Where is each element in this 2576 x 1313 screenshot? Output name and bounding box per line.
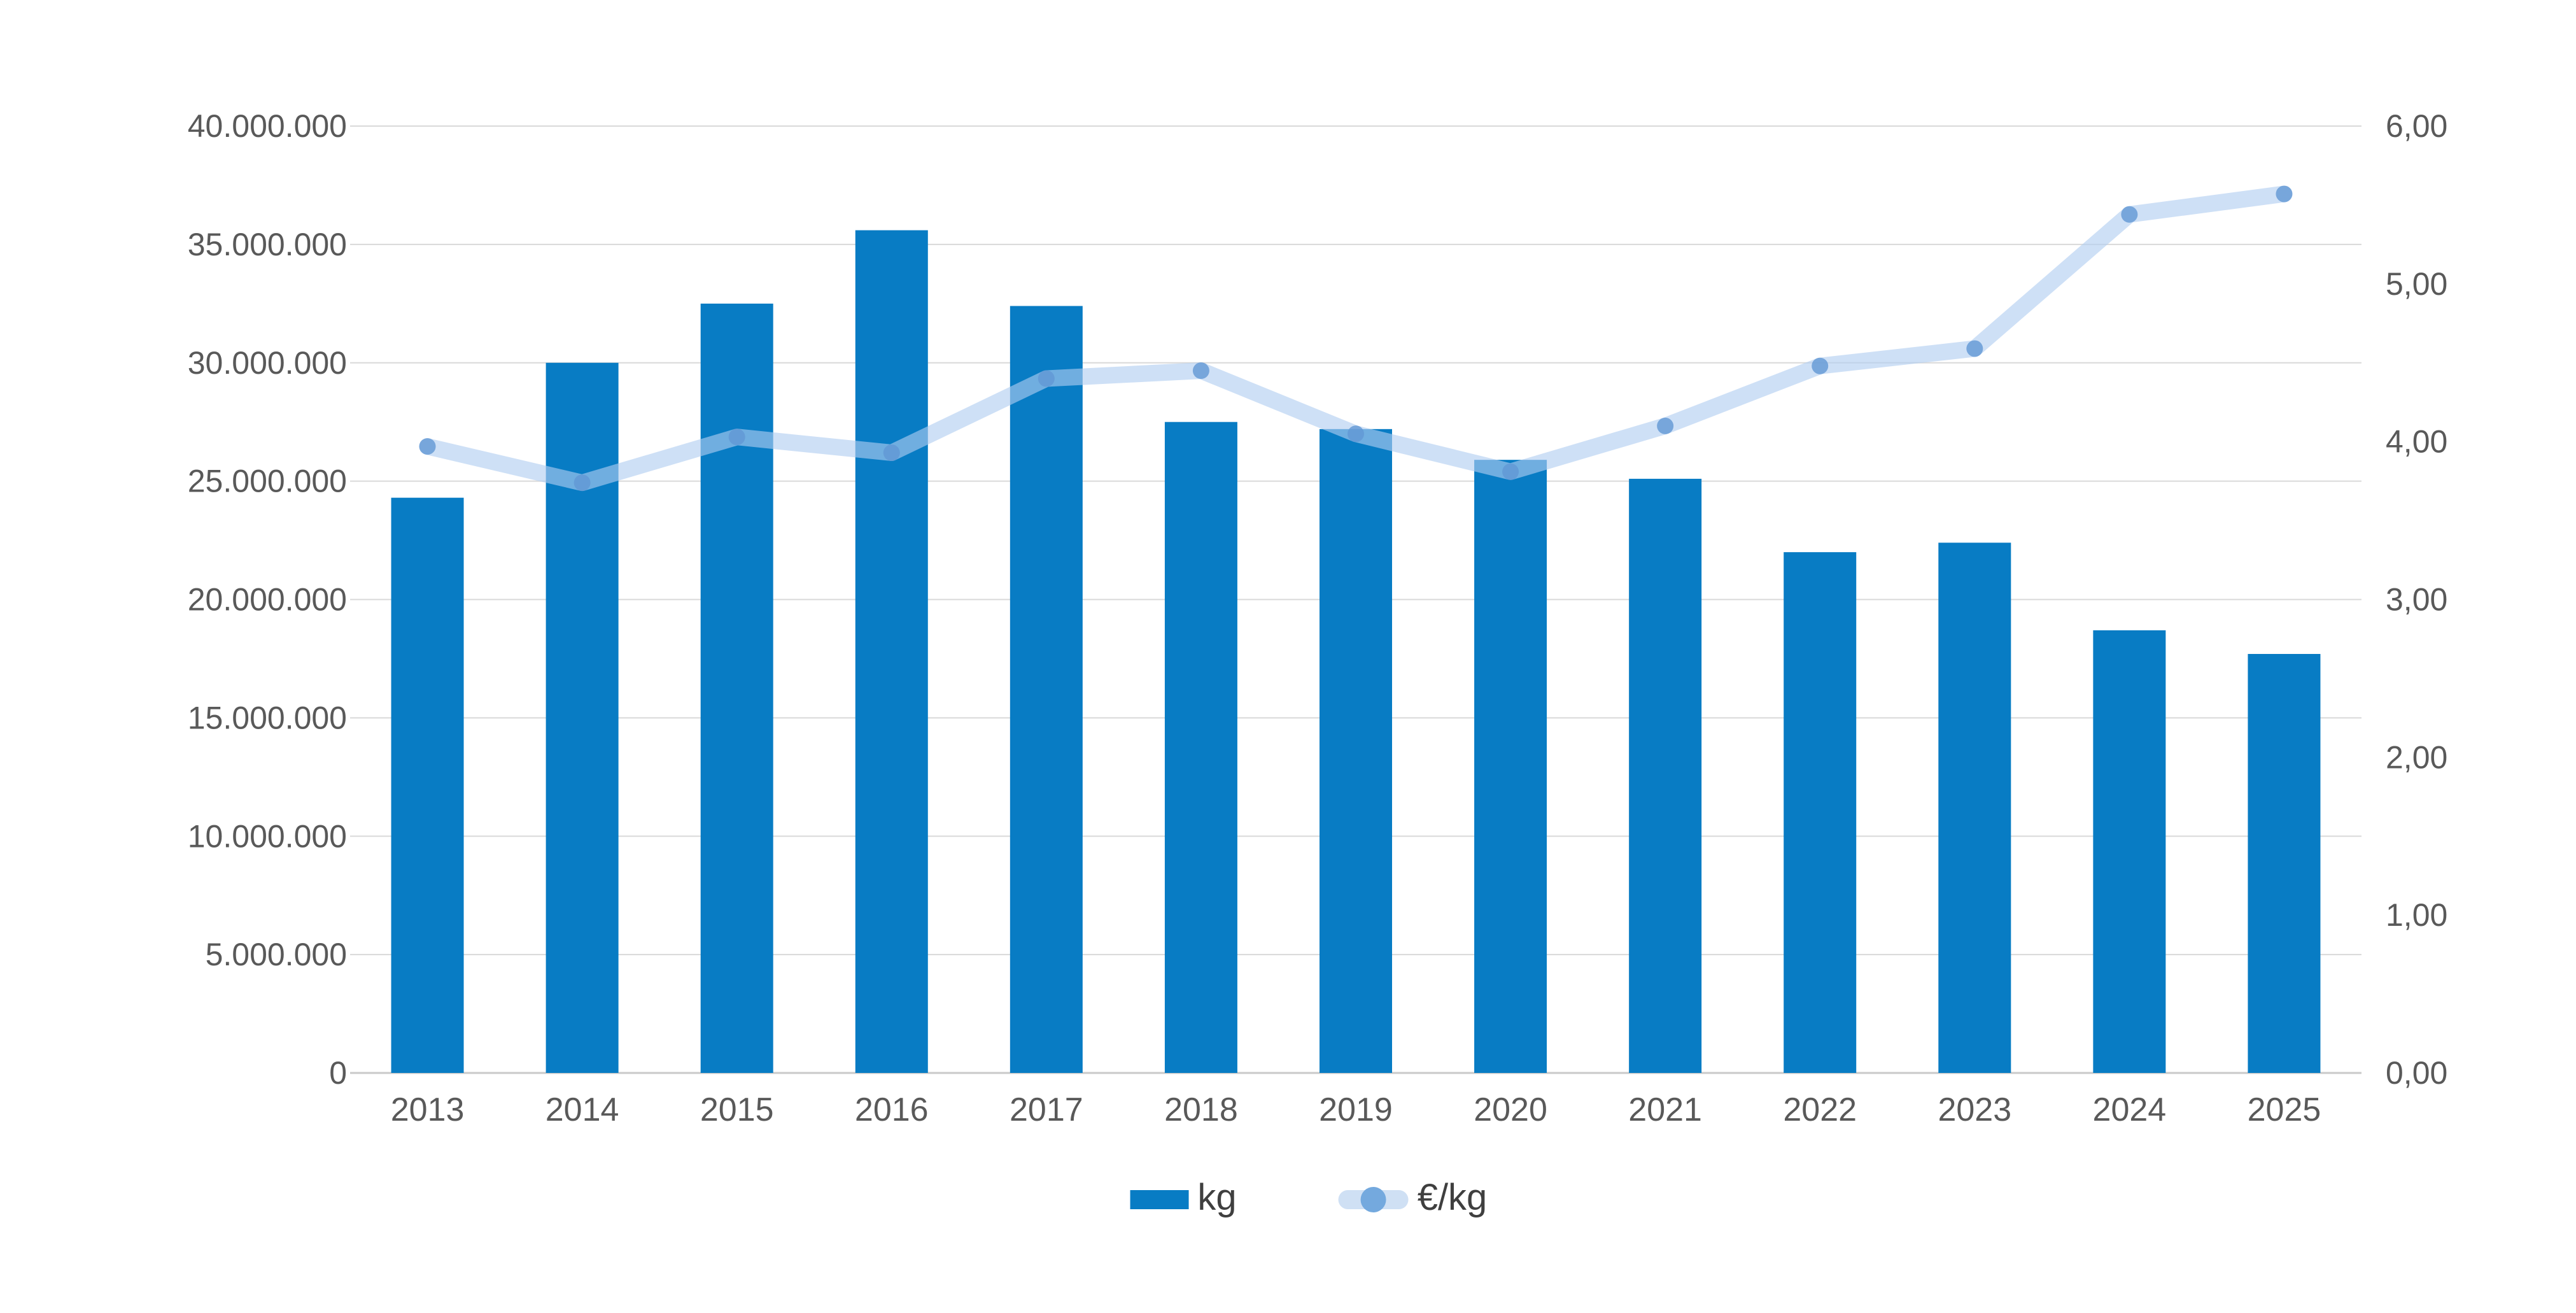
x-axis-label-2018: 2018 <box>1164 1091 1238 1128</box>
bar-2022[interactable] <box>1784 552 1857 1073</box>
legend-item-eur-per-kg[interactable]: €/kg <box>1338 1177 1488 1220</box>
bar-2018[interactable] <box>1164 422 1237 1073</box>
right-axis-tick-label: 1,00 <box>2386 897 2447 933</box>
x-axis-label-2022: 2022 <box>1783 1091 1857 1128</box>
right-axis-tick-label: 2,00 <box>2386 739 2447 775</box>
right-axis-tick-label: 6,00 <box>2386 108 2447 144</box>
bar-2023[interactable] <box>1938 543 2011 1073</box>
marker-2015[interactable] <box>728 429 745 446</box>
bar-2019[interactable] <box>1320 429 1392 1073</box>
marker-2013[interactable] <box>419 438 436 455</box>
marker-2021[interactable] <box>1657 417 1674 434</box>
marker-2019[interactable] <box>1348 425 1364 443</box>
kg-bar-swatch-icon <box>1130 1190 1189 1209</box>
x-axis-label-2013: 2013 <box>391 1091 465 1128</box>
x-axis-label-2025: 2025 <box>2248 1091 2321 1128</box>
left-axis-tick-label: 10.000.000 <box>188 818 347 854</box>
eur-per-kg-marker-icon <box>1360 1187 1386 1212</box>
bar-2021[interactable] <box>1629 478 1702 1073</box>
x-axis-label-2016: 2016 <box>855 1091 929 1128</box>
x-axis-label-2021: 2021 <box>1628 1091 1702 1128</box>
x-axis-label-2017: 2017 <box>1010 1091 1083 1128</box>
bar-2025[interactable] <box>2248 654 2321 1073</box>
eur-per-kg-line-swatch-icon <box>1338 1187 1409 1212</box>
right-axis-tick-label: 4,00 <box>2386 424 2447 460</box>
marker-2014[interactable] <box>574 474 591 492</box>
marker-2020[interactable] <box>1502 463 1519 480</box>
left-axis-tick-label: 20.000.000 <box>188 582 347 618</box>
right-axis-tick-label: 0,00 <box>2386 1055 2447 1091</box>
chart-legend: kg €/kg <box>1130 1179 1487 1220</box>
left-axis-tick-label: 35.000.000 <box>188 227 347 262</box>
left-axis-tick-label: 25.000.000 <box>188 464 347 499</box>
bar-2016[interactable] <box>855 230 928 1073</box>
right-axis-tick-label: 3,00 <box>2386 582 2447 618</box>
left-axis-tick-label: 0 <box>329 1055 347 1091</box>
bar-2020[interactable] <box>1474 460 1547 1073</box>
marker-2017[interactable] <box>1038 370 1055 387</box>
right-axis-tick-label: 5,00 <box>2386 266 2447 302</box>
marker-2025[interactable] <box>2276 185 2293 202</box>
x-axis-label-2020: 2020 <box>1474 1091 1547 1128</box>
left-axis-tick-label: 15.000.000 <box>188 700 347 735</box>
x-axis-label-2014: 2014 <box>545 1091 619 1128</box>
legend-label-kg: kg <box>1197 1177 1237 1218</box>
left-axis-tick-label: 30.000.000 <box>188 345 347 381</box>
bar-2013[interactable] <box>391 497 464 1073</box>
legend-label-eur-per-kg: €/kg <box>1417 1177 1488 1218</box>
left-axis-tick-label: 40.000.000 <box>188 108 347 144</box>
marker-2022[interactable] <box>1812 357 1829 374</box>
marker-2024[interactable] <box>2121 206 2138 223</box>
left-axis-tick-label: 5.000.000 <box>206 937 347 972</box>
legend-item-kg[interactable]: kg <box>1130 1177 1237 1220</box>
marker-2018[interactable] <box>1192 362 1209 380</box>
x-axis-label-2023: 2023 <box>1938 1091 2011 1128</box>
marker-2016[interactable] <box>883 444 900 462</box>
bar-2024[interactable] <box>2093 630 2166 1073</box>
bar-2015[interactable] <box>700 303 773 1073</box>
x-axis-label-2024: 2024 <box>2093 1091 2167 1128</box>
x-axis-label-2019: 2019 <box>1319 1091 1393 1128</box>
bar-2017[interactable] <box>1010 306 1083 1073</box>
x-axis-label-2015: 2015 <box>700 1091 774 1128</box>
marker-2023[interactable] <box>1966 340 1983 357</box>
